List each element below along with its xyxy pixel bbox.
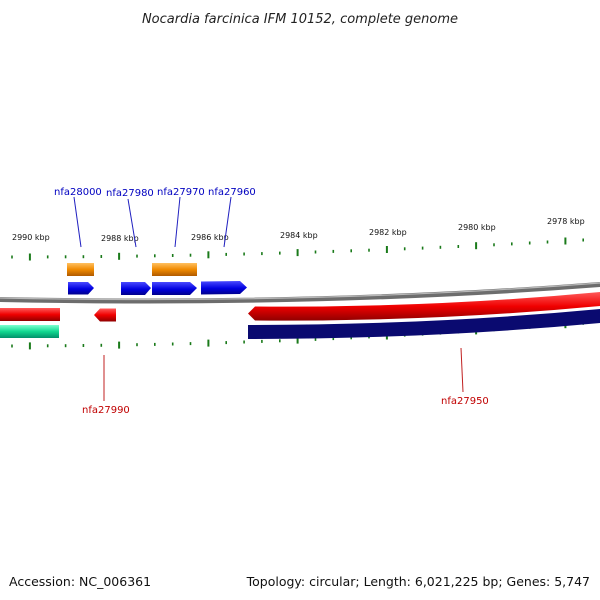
genome-summary-text: Topology: circular; Length: 6,021,225 bp… xyxy=(246,574,590,589)
scale-label-2988: 2988 kbp xyxy=(101,234,139,243)
reverse-features xyxy=(0,292,600,339)
gene-feature-nfa27990[interactable] xyxy=(94,308,116,322)
gene-labels: nfa28000 nfa27980 nfa27970 nfa27960 nfa2… xyxy=(54,187,489,416)
genome-backbone xyxy=(0,282,600,304)
scale-label-2980: 2980 kbp xyxy=(458,223,496,232)
rna-feature-left-teal[interactable] xyxy=(0,325,59,338)
map-title: Nocardia farcinica IFM 10152, complete g… xyxy=(142,12,458,27)
scale-ticks-upper xyxy=(11,237,585,261)
gene-label-nfa27980[interactable]: nfa27980 xyxy=(106,188,154,199)
scale-label-2982: 2982 kbp xyxy=(369,228,407,237)
rna-feature[interactable] xyxy=(152,263,197,276)
gene-feature-nfa27970[interactable] xyxy=(152,282,197,295)
accession-text: Accession: NC_006361 xyxy=(9,574,151,589)
scale-label-2986: 2986 kbp xyxy=(191,233,229,242)
scale-label-2978: 2978 kbp xyxy=(547,217,585,226)
scale-label-2984: 2984 kbp xyxy=(280,231,318,240)
gene-feature-nfa27980[interactable] xyxy=(121,282,151,295)
gene-label-nfa27950[interactable]: nfa27950 xyxy=(441,396,489,407)
label-leaders xyxy=(73,196,464,401)
scale-labels: 2990 kbp 2988 kbp 2986 kbp 2984 kbp 2982… xyxy=(12,217,585,243)
gene-label-nfa28000[interactable]: nfa28000 xyxy=(54,187,102,198)
gene-label-nfa27960[interactable]: nfa27960 xyxy=(208,187,256,198)
scale-label-2990: 2990 kbp xyxy=(12,233,50,242)
gene-feature-left-red[interactable] xyxy=(0,308,60,321)
gene-label-nfa27990[interactable]: nfa27990 xyxy=(82,405,130,416)
gene-feature-nfa27950[interactable] xyxy=(248,292,600,321)
gene-feature-nfa27960[interactable] xyxy=(201,281,247,295)
rna-feature[interactable] xyxy=(67,263,94,276)
gene-label-nfa27970[interactable]: nfa27970 xyxy=(157,187,205,198)
gene-feature-nfa28000[interactable] xyxy=(68,282,94,295)
forward-features xyxy=(67,263,247,295)
reverse-strand-bar xyxy=(248,309,600,339)
